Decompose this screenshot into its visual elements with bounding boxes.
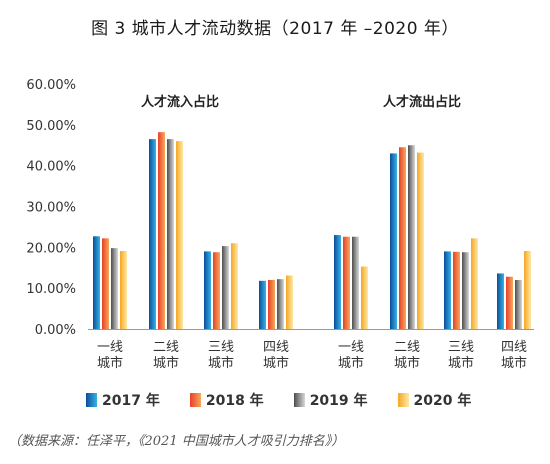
legend-item: 2017 年 <box>86 390 160 410</box>
bar <box>213 252 220 329</box>
bar <box>343 236 350 329</box>
legend-label: 2017 年 <box>102 393 160 409</box>
legend-swatch <box>189 393 201 407</box>
x-category-label: 四线 <box>501 340 527 355</box>
x-category-label: 城市 <box>394 355 420 371</box>
legend-label: 2018 年 <box>205 393 264 409</box>
legend-swatch <box>397 393 409 407</box>
legend-item: 2020 年 <box>397 390 472 410</box>
y-tick-label: 10.00% <box>26 282 76 297</box>
bar <box>408 145 415 329</box>
group-title: 人才流入占比 <box>141 94 219 110</box>
x-category-label: 四线 <box>263 340 289 355</box>
chart-title: 图 3 城市人才流动数据（2017 年 –2020 年） <box>91 19 459 39</box>
bar <box>93 236 100 329</box>
bar <box>497 273 504 329</box>
legend-item: 2018 年 <box>189 390 264 410</box>
x-category-label: 城市 <box>501 355 527 371</box>
bar <box>506 276 513 329</box>
legend: 2017 年 2018 年 2019 年 2020 年 <box>86 390 471 410</box>
bar <box>111 248 118 329</box>
bar <box>361 266 368 329</box>
y-tick-label: 30.00% <box>26 201 76 216</box>
x-category-label: 二线 <box>394 340 420 355</box>
x-category-label: 城市 <box>338 355 364 371</box>
bar <box>120 251 127 329</box>
x-category-label: 城市 <box>263 355 289 371</box>
x-category-label: 三线 <box>448 340 474 355</box>
bar <box>277 279 284 329</box>
bar <box>399 147 406 329</box>
group-title: 人才流出占比 <box>383 94 461 110</box>
bar <box>471 238 478 329</box>
bar <box>176 141 183 329</box>
bar <box>515 280 522 329</box>
bar <box>259 280 266 329</box>
x-category-label: 三线 <box>208 340 234 355</box>
bar <box>268 280 275 329</box>
legend-swatch <box>86 393 97 407</box>
x-category-label: 城市 <box>97 355 123 371</box>
x-category-label: 一线 <box>97 340 123 355</box>
bar <box>231 243 238 329</box>
bar <box>462 252 469 329</box>
legend-swatch <box>293 393 305 407</box>
bar <box>453 251 460 329</box>
x-category-label: 城市 <box>153 355 179 371</box>
y-tick-label: 50.00% <box>26 119 76 134</box>
x-category-label: 二线 <box>153 340 179 355</box>
bar <box>417 152 424 329</box>
y-tick-label: 40.00% <box>26 160 76 175</box>
bar <box>286 275 293 329</box>
bar <box>444 251 451 329</box>
bar <box>524 251 531 329</box>
bar <box>167 139 174 329</box>
legend-item: 2019 年 <box>293 390 368 410</box>
bar <box>352 236 359 329</box>
bar <box>334 235 341 329</box>
bar <box>222 246 229 329</box>
data-source-note: （数据来源：任泽平，《2021 中国城市人才吸引力排名》） <box>8 434 345 449</box>
bar <box>204 251 211 329</box>
x-category-label: 城市 <box>208 355 234 371</box>
bar <box>390 153 397 329</box>
x-category-label: 城市 <box>448 355 474 371</box>
y-tick-label: 20.00% <box>26 241 76 256</box>
y-tick-label: 0.00% <box>35 323 76 338</box>
y-tick-label: 60.00% <box>26 78 76 93</box>
legend-label: 2020 年 <box>413 393 472 409</box>
bar <box>149 139 156 329</box>
legend-label: 2019 年 <box>309 393 368 409</box>
bar <box>102 238 109 329</box>
bar <box>158 132 165 329</box>
x-category-label: 一线 <box>338 340 364 355</box>
